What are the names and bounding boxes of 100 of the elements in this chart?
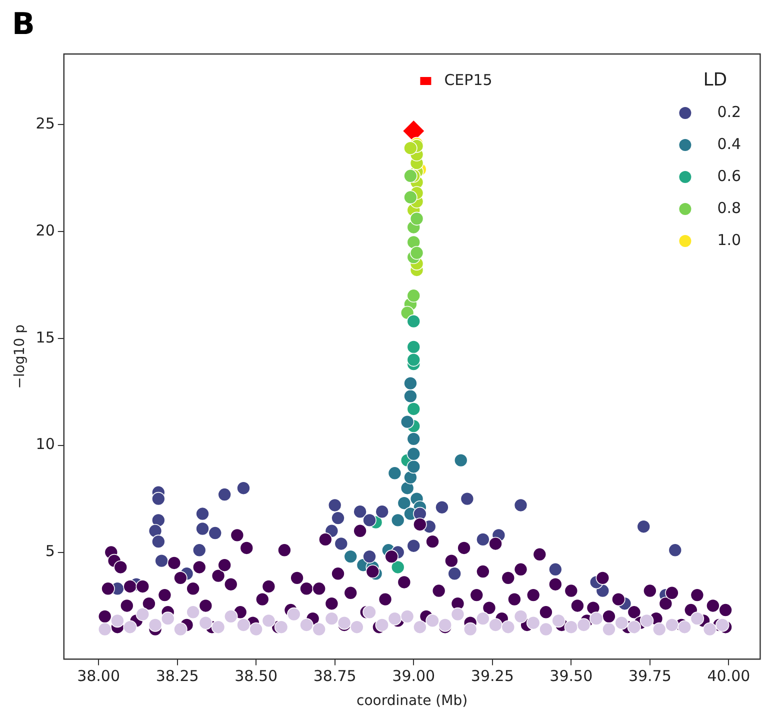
point — [98, 622, 112, 636]
point — [665, 618, 679, 632]
point — [274, 620, 288, 634]
point — [406, 235, 421, 250]
point — [196, 522, 210, 536]
x-tick-label: 38.25 — [156, 667, 199, 686]
point — [426, 614, 440, 628]
point — [388, 466, 402, 480]
point — [160, 612, 175, 626]
point — [331, 511, 345, 525]
point — [404, 470, 418, 484]
point — [110, 614, 124, 628]
point — [337, 616, 352, 630]
point — [406, 288, 421, 303]
point — [501, 620, 516, 634]
x-axis-title: coordinate (Mb) — [356, 693, 468, 710]
point — [715, 618, 730, 632]
point — [174, 622, 188, 636]
point — [448, 566, 462, 581]
point — [627, 620, 642, 634]
point — [152, 534, 166, 548]
point — [614, 616, 628, 630]
point — [410, 246, 424, 260]
legend-title: LD — [703, 70, 728, 91]
point — [636, 520, 651, 534]
y-tick-label: 10 — [36, 435, 55, 454]
point — [249, 622, 263, 636]
point — [186, 605, 200, 620]
point — [576, 618, 591, 632]
point — [406, 340, 421, 354]
point — [211, 620, 226, 634]
point — [324, 612, 339, 626]
point — [224, 610, 238, 624]
y-tick-label: 15 — [36, 328, 55, 346]
point — [690, 612, 704, 626]
point — [406, 402, 421, 416]
point — [404, 168, 418, 183]
point — [410, 212, 424, 226]
point — [435, 500, 449, 514]
point — [218, 488, 232, 502]
point — [404, 389, 418, 404]
point — [262, 614, 276, 628]
point — [196, 506, 210, 521]
legend-label: 0.8 — [717, 198, 742, 217]
x-tick-label: 38.50 — [234, 667, 278, 686]
chart-title: B — [11, 7, 36, 42]
x-tick-label: 40.00 — [707, 667, 750, 686]
point — [404, 376, 418, 390]
x-tick-label: 38.00 — [77, 667, 120, 686]
y-tick-label: 25 — [36, 114, 55, 132]
point — [552, 614, 566, 628]
point — [136, 607, 150, 622]
point — [413, 620, 427, 634]
legend-label: CEP15 — [444, 70, 492, 89]
point — [123, 620, 137, 634]
point — [362, 513, 376, 528]
point — [702, 622, 717, 636]
point — [668, 543, 682, 558]
point — [602, 622, 616, 636]
point — [589, 612, 604, 626]
point — [362, 550, 376, 564]
point — [488, 618, 502, 632]
point — [476, 612, 490, 626]
point — [152, 492, 166, 506]
point — [350, 620, 364, 634]
point — [353, 504, 367, 519]
point — [526, 616, 540, 630]
x-tick-label: 39.75 — [628, 667, 672, 686]
point — [152, 513, 166, 528]
point — [390, 560, 405, 574]
point — [404, 141, 418, 155]
point — [375, 618, 390, 632]
point — [450, 607, 465, 622]
point — [640, 614, 654, 628]
x-tick-label: 39.25 — [470, 667, 514, 686]
point — [400, 481, 414, 496]
point — [236, 618, 250, 632]
point — [390, 513, 405, 528]
point — [198, 616, 213, 630]
legend-label: 0.6 — [717, 166, 742, 185]
point — [362, 605, 376, 620]
point — [404, 190, 418, 204]
legend-label: 1.0 — [717, 230, 742, 249]
point — [564, 620, 578, 634]
point — [406, 352, 421, 367]
point — [406, 314, 421, 328]
point — [406, 460, 421, 474]
legend-label: 0.2 — [717, 102, 742, 121]
point — [400, 414, 414, 429]
point — [406, 432, 421, 446]
point — [438, 618, 452, 632]
point — [236, 481, 250, 496]
point — [406, 538, 421, 553]
y-axis-title: −log10 p — [12, 324, 28, 389]
point — [548, 562, 562, 576]
point — [388, 612, 402, 626]
point — [454, 453, 468, 468]
legend-label: 0.4 — [717, 134, 742, 153]
point — [154, 554, 168, 568]
point — [400, 610, 414, 624]
